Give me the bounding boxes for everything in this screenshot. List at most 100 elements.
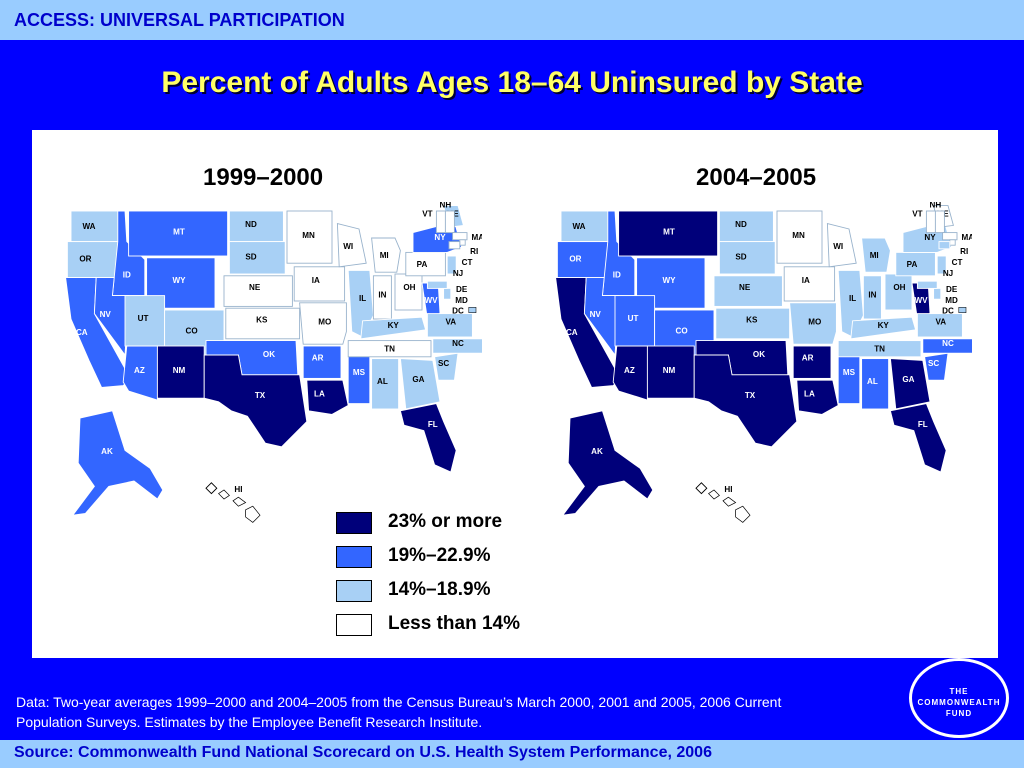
state-ia [293, 266, 346, 302]
state-label-in: IN [868, 290, 876, 299]
state-va [916, 313, 963, 338]
state-va [426, 313, 473, 338]
state-ne [713, 275, 783, 307]
state-label-mo: MO [318, 317, 331, 326]
state-label-mi: MI [380, 251, 389, 260]
state-hi-island [735, 505, 751, 523]
state-label-az: AZ [134, 366, 145, 375]
state-vt [435, 210, 446, 234]
state-mt [618, 210, 719, 257]
state-or [556, 241, 611, 279]
state-ks [715, 307, 791, 340]
state-or [66, 241, 121, 279]
state-ia [783, 266, 836, 302]
state-label-wi: WI [833, 242, 843, 251]
state-label-ia: IA [312, 276, 320, 285]
state-hi [695, 482, 708, 495]
state-label-ak: AK [101, 447, 113, 456]
state-label-nm: NM [663, 366, 676, 375]
logo-line: THE [949, 687, 969, 696]
state-tx [693, 354, 798, 448]
state-vt [925, 210, 936, 234]
state-la [306, 379, 349, 415]
state-nc [922, 338, 972, 354]
state-label-nd: ND [245, 220, 257, 229]
state-label-mt: MT [173, 227, 185, 236]
state-label-wv: WV [914, 296, 928, 305]
state-label-nj: NJ [943, 269, 953, 278]
state-label-ca: CA [76, 328, 88, 337]
state-md [426, 280, 448, 289]
state-mt [128, 210, 229, 257]
slide-title: Percent of Adults Ages 18–64 Uninsured b… [161, 66, 863, 99]
state-oh [394, 273, 423, 311]
state-de [933, 287, 942, 300]
state-label-ma: MA [962, 233, 972, 242]
state-label-ms: MS [843, 368, 856, 377]
state-ct [448, 241, 461, 250]
state-label-nc: NC [942, 339, 954, 348]
state-sc [924, 352, 949, 381]
state-label-la: LA [314, 389, 325, 398]
state-label-al: AL [377, 377, 388, 386]
state-nj [936, 255, 947, 275]
state-label-ri: RI [960, 247, 968, 256]
state-label-or: OR [79, 254, 91, 263]
state-label-hi: HI [234, 485, 242, 494]
state-label-sd: SD [245, 253, 256, 262]
state-ga [889, 358, 931, 410]
state-ar [792, 345, 832, 379]
state-nd [718, 210, 774, 243]
state-mo [789, 302, 837, 345]
state-mn [286, 210, 333, 264]
state-ky [850, 316, 917, 340]
state-label-va: VA [445, 317, 456, 326]
header-bar: ACCESS: UNIVERSAL PARTICIPATION [0, 0, 1024, 40]
state-label-ca: CA [566, 328, 578, 337]
legend-swatch-medium [336, 546, 372, 568]
state-label-tn: TN [874, 344, 885, 353]
data-note: Data: Two-year averages 1999–2000 and 20… [16, 694, 782, 730]
state-nh [444, 210, 455, 234]
legend-swatch-dark [336, 512, 372, 534]
state-wi [336, 223, 367, 268]
state-hi-island [708, 489, 720, 500]
state-label-nv: NV [590, 310, 602, 319]
state-nc [432, 338, 482, 354]
state-label-ak: AK [591, 447, 603, 456]
state-label-ga: GA [412, 375, 424, 384]
state-hi [205, 482, 218, 495]
legend-label: 19%–22.9% [388, 545, 491, 566]
state-label-ny: NY [434, 233, 446, 242]
state-label-ga: GA [902, 375, 914, 384]
state-label-ks: KS [746, 316, 758, 325]
state-label-la: LA [804, 389, 815, 398]
state-label-sd: SD [735, 253, 746, 262]
state-mn [776, 210, 823, 264]
state-label-wy: WY [662, 276, 676, 285]
state-label-wa: WA [572, 222, 585, 231]
state-label-dc: DC [452, 307, 464, 316]
state-hi-island [722, 496, 737, 507]
state-label-nj: NJ [453, 269, 463, 278]
state-nm [646, 345, 695, 399]
state-label-fl: FL [428, 420, 438, 429]
state-label-ma: MA [472, 233, 482, 242]
logo-line: COMMONWEALTH [917, 698, 1001, 707]
state-hi-island [232, 496, 247, 507]
state-label-il: IL [359, 294, 366, 303]
source-text: Source: Commonwealth Fund National Score… [14, 744, 712, 761]
state-label-al: AL [867, 377, 878, 386]
legend-label: 14%–18.9% [388, 579, 491, 600]
legend-swatch-light [336, 580, 372, 602]
state-label-tx: TX [745, 391, 756, 400]
section-label: ACCESS: UNIVERSAL PARTICIPATION [14, 10, 345, 30]
state-de [443, 287, 452, 300]
state-label-ri: RI [470, 247, 478, 256]
state-label-nc: NC [452, 339, 464, 348]
state-label-ar: AR [312, 353, 324, 362]
state-tn [347, 340, 432, 358]
state-label-ne: NE [739, 283, 751, 292]
state-mi [861, 237, 891, 273]
state-label-hi: HI [724, 485, 732, 494]
